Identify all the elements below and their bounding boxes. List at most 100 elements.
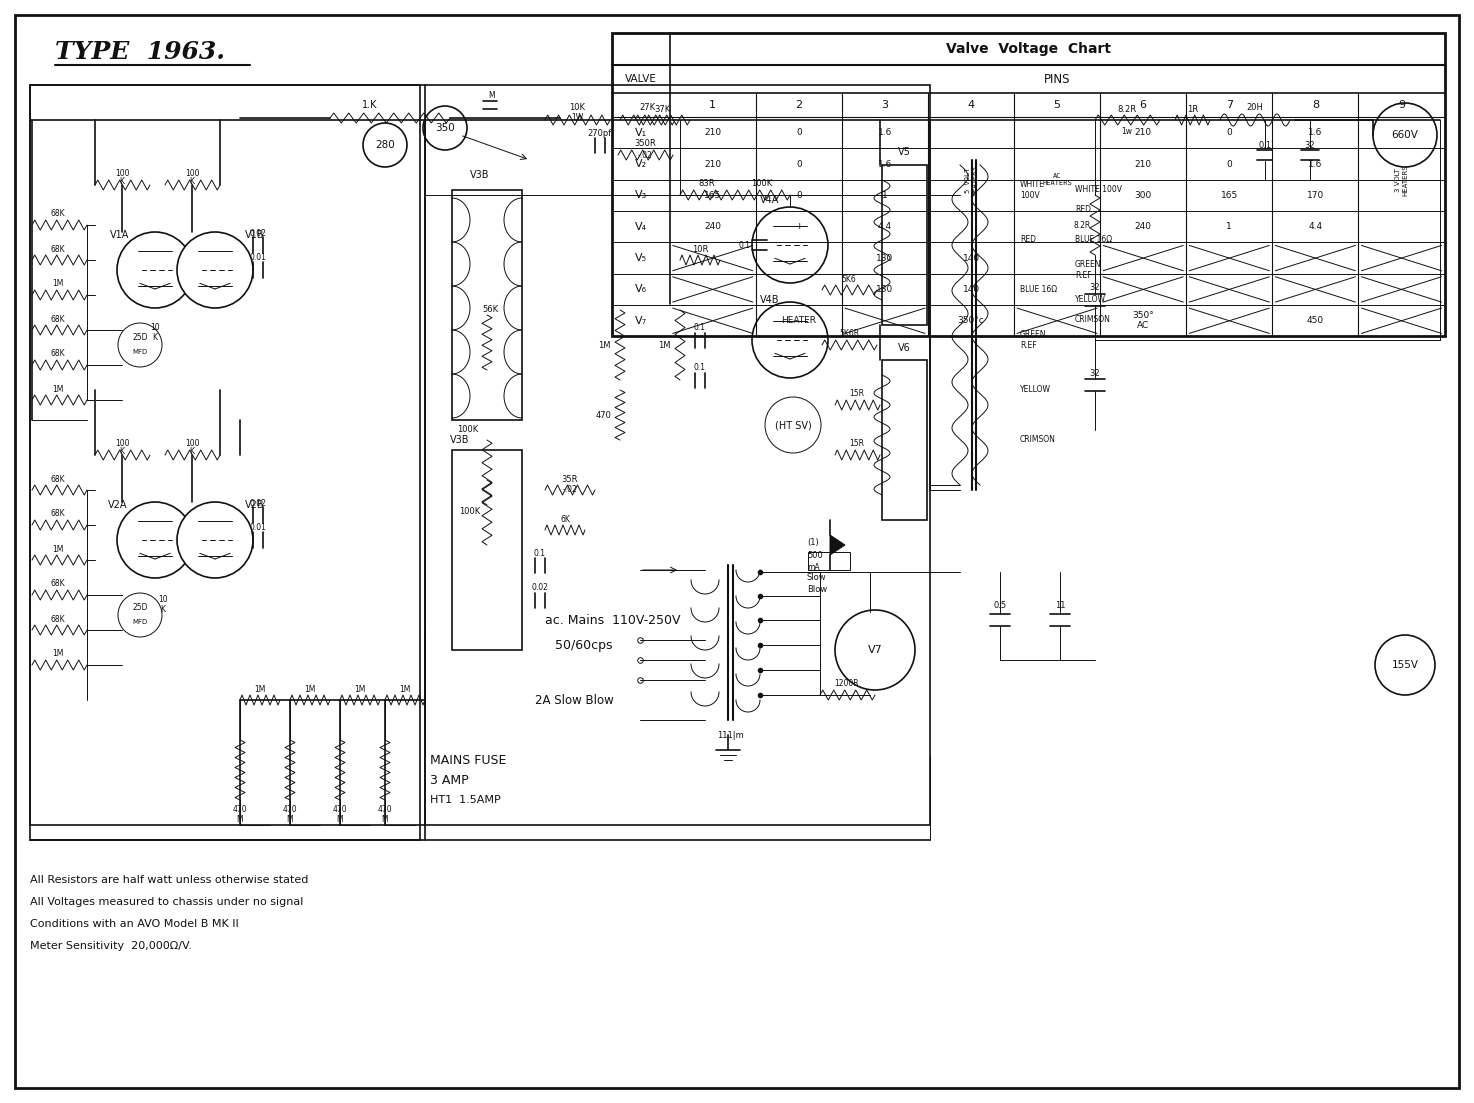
Text: MFD: MFD	[133, 619, 147, 625]
Text: 1M: 1M	[354, 685, 366, 694]
Bar	[29, 85, 930, 825]
Text: Valve  Voltage  Chart: Valve Voltage Chart	[946, 42, 1110, 56]
Text: (1): (1)	[806, 537, 818, 546]
Text: 140: 140	[963, 254, 980, 263]
Text: M: M	[382, 815, 388, 825]
Text: HEATER: HEATER	[781, 317, 817, 325]
Text: PINS: PINS	[1044, 73, 1070, 86]
Text: 100K: 100K	[457, 426, 479, 435]
Text: 25D: 25D	[133, 333, 147, 343]
Text: 140: 140	[963, 285, 980, 293]
Text: 470: 470	[283, 805, 298, 814]
Text: 155V: 155V	[1391, 660, 1418, 670]
Text: 0.01: 0.01	[249, 524, 267, 533]
Text: BLUE 16Ω: BLUE 16Ω	[1075, 236, 1111, 245]
Text: 1M: 1M	[255, 685, 265, 694]
Text: K: K	[161, 606, 165, 614]
Text: 0.1: 0.1	[694, 323, 706, 332]
Text: Conditions with an AVO Model B MK II: Conditions with an AVO Model B MK II	[29, 919, 239, 929]
Text: V₃: V₃	[635, 191, 647, 201]
Circle shape	[116, 232, 193, 308]
Text: CRIMSON: CRIMSON	[1020, 436, 1055, 445]
Text: 20H: 20H	[1247, 104, 1263, 113]
Text: 130: 130	[877, 254, 893, 263]
Text: 35R: 35R	[562, 474, 578, 483]
Text: 1M: 1M	[52, 545, 63, 554]
Text: V₁: V₁	[635, 128, 647, 138]
Text: K: K	[119, 448, 124, 457]
Bar	[881, 165, 927, 325]
Text: -.02: -.02	[563, 485, 578, 494]
Text: 130: 130	[877, 285, 893, 293]
Text: 50/60cps: 50/60cps	[556, 639, 613, 652]
Text: V4B: V4B	[761, 295, 780, 306]
Text: 0.1: 0.1	[694, 364, 706, 373]
Text: 0.1: 0.1	[534, 548, 545, 557]
Text: 8: 8	[1312, 100, 1319, 110]
Text: RED: RED	[1075, 205, 1091, 214]
Text: YELLOW: YELLOW	[1020, 386, 1051, 395]
Text: V₄: V₄	[635, 222, 647, 232]
Text: 8.2R: 8.2R	[1117, 106, 1136, 115]
Text: 11: 11	[1055, 600, 1066, 610]
Text: 2: 2	[796, 100, 802, 110]
Text: 5K6: 5K6	[842, 275, 856, 283]
Circle shape	[118, 323, 162, 367]
Text: 2A Slow Blow: 2A Slow Blow	[535, 694, 613, 707]
Text: 68K: 68K	[50, 579, 65, 589]
Text: K: K	[119, 178, 124, 186]
Text: V3B: V3B	[470, 170, 489, 180]
Text: 165: 165	[705, 191, 721, 200]
Text: 660V: 660V	[1391, 130, 1418, 140]
Text: 83R: 83R	[699, 179, 715, 188]
Text: MAINS FUSE: MAINS FUSE	[430, 753, 507, 767]
Text: 1200R: 1200R	[834, 679, 859, 688]
Text: 9: 9	[1397, 100, 1405, 110]
Text: 56K: 56K	[482, 306, 498, 314]
Text: 1M: 1M	[52, 650, 63, 658]
Text: 68K: 68K	[50, 350, 65, 358]
Text: 0.1: 0.1	[738, 240, 750, 249]
Text: 32: 32	[1089, 368, 1100, 377]
Text: 3: 3	[881, 100, 889, 110]
Text: 100: 100	[115, 439, 130, 449]
Bar	[808, 552, 850, 570]
Text: 210: 210	[1135, 128, 1151, 137]
Text: 32: 32	[1304, 140, 1315, 150]
Text: 100K: 100K	[460, 507, 481, 516]
Text: mA: mA	[806, 564, 820, 572]
Text: 10R: 10R	[691, 245, 708, 254]
Text: 100: 100	[184, 170, 199, 179]
Text: 210: 210	[705, 128, 721, 137]
Text: K: K	[190, 448, 195, 457]
Text: 240: 240	[705, 222, 721, 232]
Bar	[29, 85, 420, 840]
Text: +: +	[794, 222, 803, 232]
Text: Slow: Slow	[806, 574, 827, 582]
Circle shape	[177, 502, 254, 578]
Text: V5: V5	[898, 147, 911, 157]
Text: 27K: 27K	[638, 104, 654, 113]
Text: 10: 10	[150, 323, 159, 332]
Text: HT1  1.5AMP: HT1 1.5AMP	[430, 795, 501, 805]
Text: 210: 210	[705, 160, 721, 169]
Circle shape	[752, 207, 828, 283]
Text: 0: 0	[1226, 128, 1232, 137]
Circle shape	[834, 610, 915, 690]
Text: 5: 5	[1054, 100, 1061, 110]
Bar	[453, 450, 522, 650]
Text: M: M	[286, 815, 293, 825]
Polygon shape	[830, 535, 845, 555]
Circle shape	[765, 397, 821, 453]
Text: VALVE: VALVE	[625, 74, 656, 84]
Circle shape	[1372, 103, 1437, 167]
Text: 0.02: 0.02	[249, 499, 267, 507]
Text: M: M	[489, 90, 495, 99]
Text: V₅: V₅	[635, 253, 647, 264]
Text: 3 VOLT
HEATERS: 3 VOLT HEATERS	[1394, 164, 1408, 195]
Text: CRIMSON: CRIMSON	[1075, 315, 1111, 324]
Text: AC
HEATERS: AC HEATERS	[1042, 173, 1072, 186]
Text: 10: 10	[158, 596, 168, 604]
Text: 350: 350	[435, 124, 455, 133]
Bar	[881, 360, 927, 520]
